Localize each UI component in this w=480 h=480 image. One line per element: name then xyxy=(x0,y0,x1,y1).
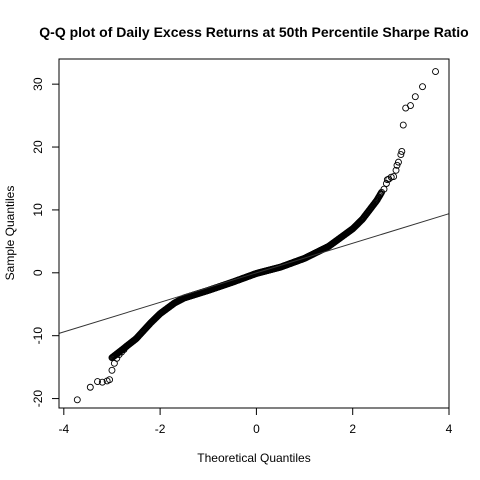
x-tick-label: 2 xyxy=(349,422,356,436)
x-tick-label: -4 xyxy=(58,422,69,436)
qq-point xyxy=(392,166,400,174)
x-tick-label: 0 xyxy=(253,422,260,436)
qq-point xyxy=(86,383,94,391)
qq-point xyxy=(380,185,388,193)
data-points xyxy=(73,68,439,404)
y-tick-label: 20 xyxy=(31,140,45,154)
y-tick-label: -10 xyxy=(31,327,45,345)
qq-point xyxy=(394,158,402,166)
y-tick-label: 30 xyxy=(31,77,45,91)
qq-point xyxy=(73,396,81,404)
qq-point xyxy=(108,366,116,374)
y-axis: -20 -10 0 10 20 30 xyxy=(31,77,60,408)
qq-point xyxy=(398,147,406,155)
qq-point xyxy=(390,173,398,181)
qq-point xyxy=(393,161,401,169)
chart-title: Q-Q plot of Daily Excess Returns at 50th… xyxy=(39,24,468,40)
qq-point xyxy=(106,376,114,384)
reference-line xyxy=(58,213,450,334)
y-axis-label: Sample Quantiles xyxy=(3,186,17,281)
qq-point xyxy=(120,346,128,353)
y-tick-label: -20 xyxy=(31,390,45,408)
qq-point xyxy=(397,151,405,159)
qq-point xyxy=(113,354,121,362)
qq-point xyxy=(399,121,407,129)
reference-line-group xyxy=(58,213,450,334)
qq-point xyxy=(407,102,414,109)
x-axis-label: Theoretical Quantiles xyxy=(197,451,310,465)
qq-point xyxy=(419,83,426,91)
qq-point xyxy=(432,68,439,76)
x-axis: -4 -2 0 2 4 xyxy=(58,407,453,436)
y-tick-label: 0 xyxy=(31,269,45,276)
x-tick-label: -2 xyxy=(155,422,166,436)
x-tick-label: 4 xyxy=(446,422,453,436)
qq-point xyxy=(98,378,106,386)
y-tick-label: 10 xyxy=(31,203,45,217)
qq-point xyxy=(411,93,419,101)
qq-point xyxy=(94,378,101,386)
